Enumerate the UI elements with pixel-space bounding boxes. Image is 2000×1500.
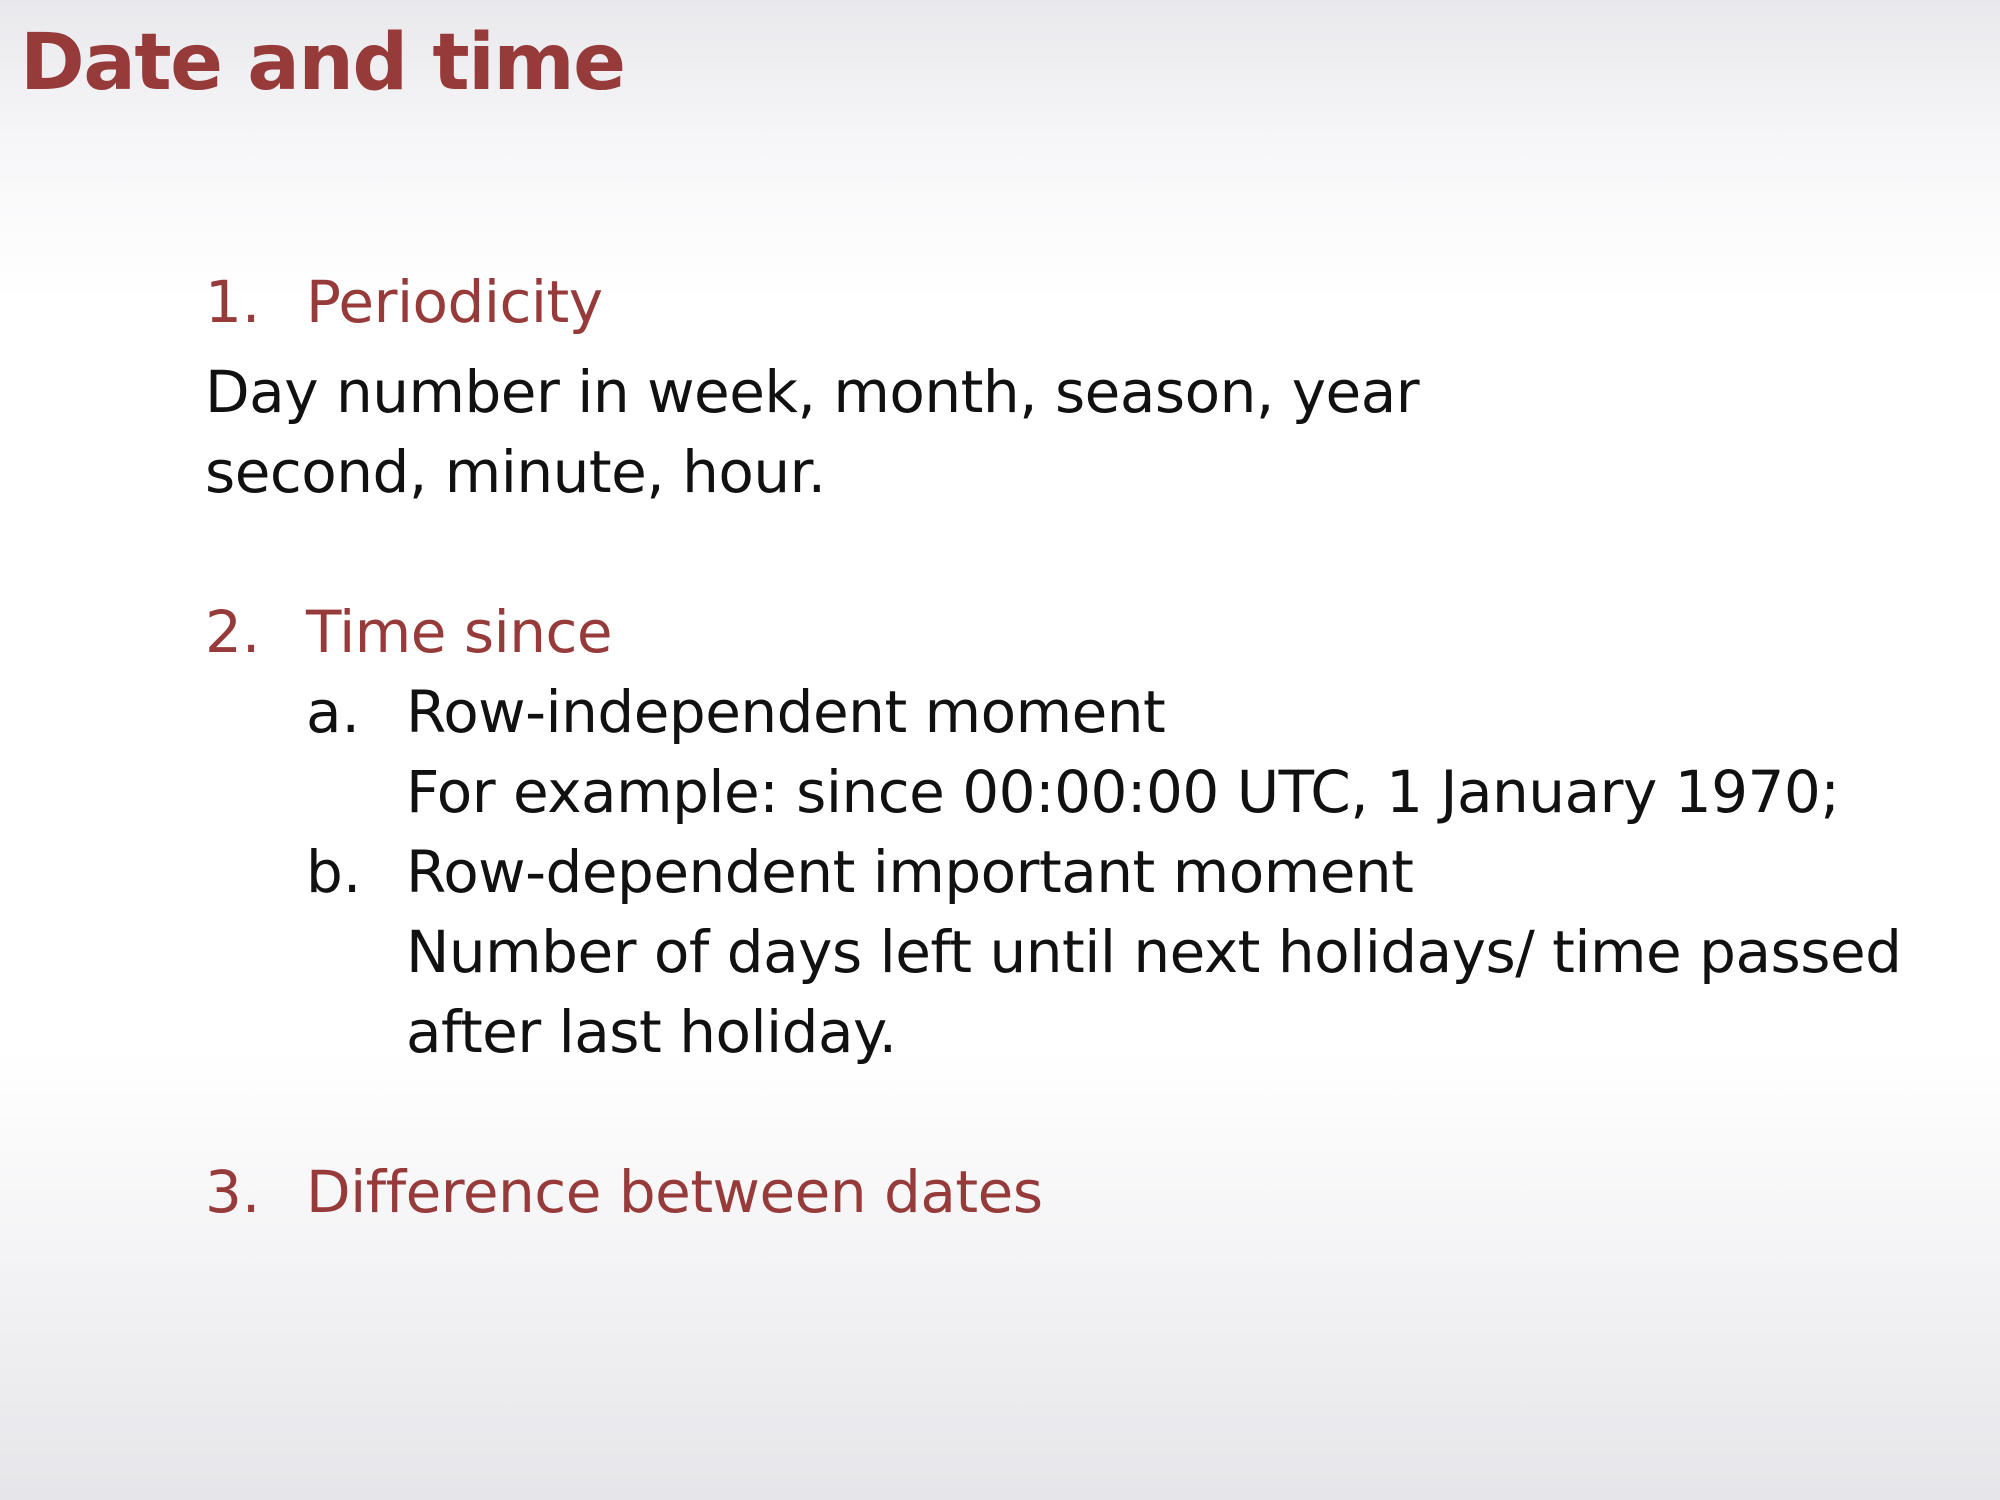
item-1-body-line-1: Day number in week, month, season, year (205, 358, 1420, 426)
item-3-heading: Difference between dates (306, 1158, 1043, 1226)
item-2-heading: Time since (306, 598, 613, 666)
subitem-a-heading: Row-independent moment (406, 678, 1166, 746)
subitem-b-letter: b. (306, 838, 362, 906)
slide-title: Date and time (20, 18, 626, 108)
subitem-b-body-line-1: Number of days left until next holidays/… (406, 918, 1902, 986)
subitem-a-letter: a. (306, 678, 360, 746)
subitem-a-body: For example: since 00:00:00 UTC, 1 Janua… (406, 758, 1840, 826)
item-1-heading: Periodicity (306, 268, 603, 336)
subitem-b-heading: Row-dependent important moment (406, 838, 1414, 906)
item-1-body-line-2: second, minute, hour. (205, 438, 826, 506)
subitem-b-body-line-2: after last holiday. (406, 998, 897, 1066)
item-2-number: 2. (205, 598, 261, 666)
item-3-number: 3. (205, 1158, 261, 1226)
item-1-number: 1. (205, 268, 261, 336)
